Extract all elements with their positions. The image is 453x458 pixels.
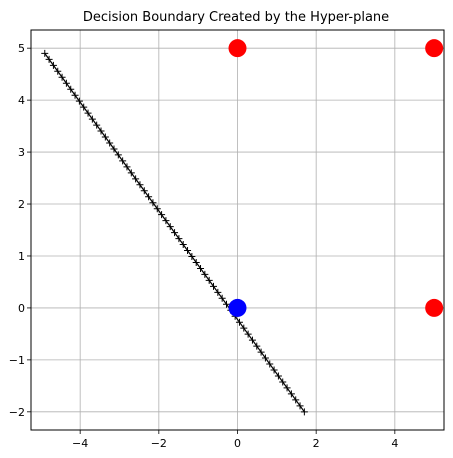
y-tick-label: 4 — [18, 94, 25, 107]
y-tick-label: 0 — [18, 302, 25, 315]
x-tick-label: 2 — [313, 437, 320, 450]
blue-point — [229, 299, 247, 317]
y-tick-label: 5 — [18, 42, 25, 55]
x-axis-ticks: −4 −2 0 2 4 — [72, 430, 398, 450]
y-tick-label: 3 — [18, 146, 25, 159]
x-tick-label: −4 — [72, 437, 88, 450]
red-point — [425, 39, 443, 57]
red-point — [229, 39, 247, 57]
red-point — [425, 299, 443, 317]
data-points — [229, 39, 444, 317]
x-tick-label: 4 — [391, 437, 398, 450]
chart-title: Decision Boundary Created by the Hyper-p… — [83, 10, 389, 25]
y-tick-label: 2 — [18, 198, 25, 211]
y-axis-ticks: −2 −1 0 1 2 3 4 5 — [9, 42, 31, 419]
x-tick-label: 0 — [234, 437, 241, 450]
y-tick-label: −1 — [9, 354, 25, 367]
x-tick-label: −2 — [151, 437, 167, 450]
grid-lines — [31, 30, 444, 430]
decision-boundary-line — [41, 50, 308, 415]
y-tick-label: 1 — [18, 250, 25, 263]
y-tick-label: −2 — [9, 406, 25, 419]
